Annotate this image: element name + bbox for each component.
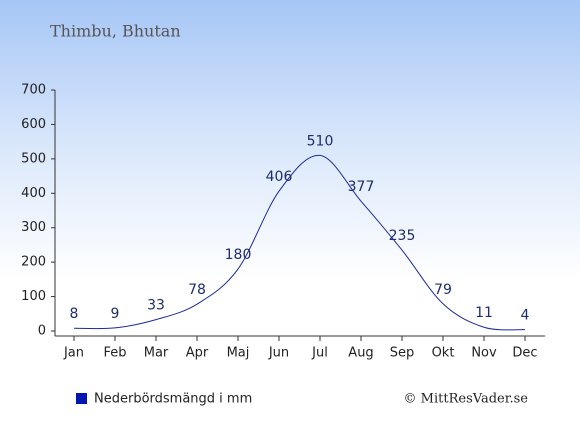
- data-label: 235: [389, 228, 416, 244]
- x-tick-label: Apr: [186, 346, 209, 361]
- data-label: 79: [434, 282, 452, 298]
- chart-title: Thimbu, Bhutan: [50, 22, 181, 41]
- x-tick-label: Sep: [390, 346, 415, 361]
- data-label: 4: [521, 308, 530, 324]
- data-label: 377: [348, 179, 375, 195]
- data-label: 406: [266, 169, 293, 185]
- y-tick-label: 300: [21, 220, 46, 235]
- y-tick-label: 200: [21, 255, 46, 270]
- x-tick-label: Feb: [103, 346, 126, 361]
- data-label: 8: [70, 306, 79, 322]
- x-tick-label: Jul: [311, 346, 328, 361]
- line: [73, 154, 526, 331]
- x-tick-label: Jan: [63, 346, 84, 361]
- data-label: 11: [475, 305, 493, 321]
- x-tick-label: Dec: [512, 346, 537, 361]
- data-label: 9: [111, 306, 120, 322]
- y-tick-label: 400: [21, 186, 46, 201]
- data-label: 510: [307, 133, 334, 149]
- x-tick-label: Jun: [268, 346, 289, 361]
- x-tick-label: Mar: [144, 346, 169, 361]
- x-tick-label: Okt: [432, 346, 455, 361]
- legend-label: Nederbördsmängd i mm: [94, 392, 252, 407]
- y-tick-label: 700: [21, 83, 46, 98]
- y-tick-label: 0: [38, 324, 46, 339]
- x-tick-label: Maj: [227, 346, 250, 361]
- y-tick-label: 100: [21, 289, 46, 304]
- data-label: 33: [147, 298, 165, 314]
- legend-swatch: [76, 393, 87, 404]
- x-tick-label: Nov: [471, 346, 497, 361]
- x-tick-label: Aug: [348, 346, 373, 361]
- y-tick-label: 600: [21, 117, 46, 132]
- data-label: 180: [225, 247, 252, 263]
- source: © MittResVader.se: [404, 392, 529, 407]
- data-label: 78: [188, 282, 206, 298]
- y-tick-label: 500: [21, 151, 46, 166]
